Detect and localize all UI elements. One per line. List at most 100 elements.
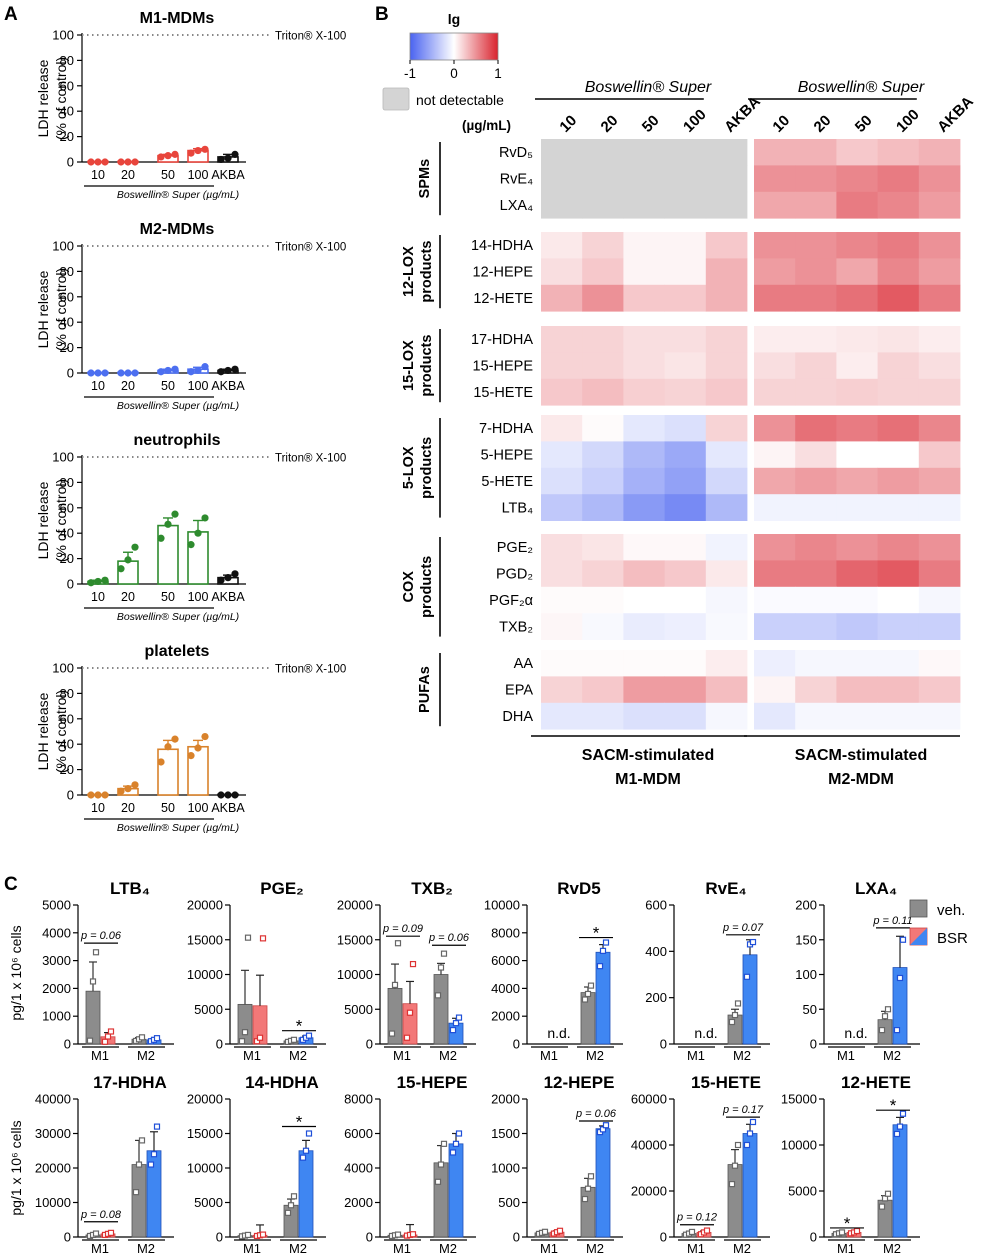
column-label: 10 xyxy=(556,112,580,136)
heatmap-cell xyxy=(877,613,920,640)
x-tick-label: M2 xyxy=(586,1241,604,1254)
x-tick-label: AKBA xyxy=(211,168,245,182)
heatmap-cell xyxy=(582,467,624,495)
y-axis-label: pg/1 x 10⁶ cells xyxy=(8,925,24,1020)
treatment-label: Boswellin® Super xyxy=(798,79,925,96)
heatmap-cell xyxy=(664,326,707,353)
heatmap-cell xyxy=(705,613,748,640)
y-tick-label: 20 xyxy=(60,762,74,777)
y-tick-label: 0 xyxy=(67,366,74,381)
y-tick-label: 100 xyxy=(52,450,74,465)
veh-point xyxy=(731,1162,739,1169)
bar xyxy=(157,524,179,585)
heatmap-cell xyxy=(705,534,748,561)
bsr-bar xyxy=(892,1124,908,1238)
data-point xyxy=(194,529,202,537)
heatmap-cell xyxy=(754,494,796,521)
data-point xyxy=(157,368,165,376)
data-point xyxy=(171,150,179,158)
heatmap-cell xyxy=(918,284,961,312)
x-tick-label: M1 xyxy=(540,1048,558,1063)
bsr-point xyxy=(749,1118,757,1126)
heatmap-cell xyxy=(664,352,707,380)
colorbar: lg -1 0 1 xyxy=(404,11,502,81)
data-point xyxy=(101,576,109,584)
veh-point xyxy=(878,1203,886,1210)
y-tick-label: 10000 xyxy=(187,967,223,982)
data-point xyxy=(87,158,95,166)
veh-point xyxy=(244,1231,252,1239)
y-tick-label: 40 xyxy=(60,104,74,119)
y-tick-label: 0 xyxy=(216,1037,223,1052)
heatmap-cell xyxy=(541,702,583,730)
data-point xyxy=(187,541,195,549)
y-tick-label: 80 xyxy=(60,686,74,701)
heatmap-cell xyxy=(836,534,878,561)
bsr-point xyxy=(256,1034,264,1041)
heatmap-cell xyxy=(918,441,961,469)
y-tick-label: 0 xyxy=(64,1037,71,1052)
heatmap-cell xyxy=(877,494,920,521)
veh-point xyxy=(584,1185,592,1192)
y-tick-label: 15000 xyxy=(187,932,223,947)
y-tick-label: 5000 xyxy=(788,1184,817,1199)
y-axis-label: (% of control) xyxy=(53,690,69,773)
heatmap-cell xyxy=(918,467,961,495)
group-label: 5-LOX xyxy=(401,446,417,489)
heatmap-cell xyxy=(623,191,665,219)
heatmap-cell xyxy=(541,467,583,495)
veh-point xyxy=(284,1209,292,1216)
bsr-point xyxy=(153,1123,161,1130)
y-tick-label: 60 xyxy=(60,711,74,726)
veh-bar xyxy=(433,974,449,1045)
heatmap-cell xyxy=(877,534,920,561)
data-point xyxy=(157,534,165,542)
heatmap-cell xyxy=(918,534,961,561)
veh-point xyxy=(391,981,399,989)
group-label: 12-LOX xyxy=(401,246,417,297)
veh-point xyxy=(437,1161,445,1168)
y-tick-label: 15000 xyxy=(781,1092,817,1107)
data-point xyxy=(87,369,95,377)
heatmap-cell xyxy=(623,650,665,677)
row-label: DHA xyxy=(502,709,533,725)
bsr-point xyxy=(893,1130,901,1138)
heatmap-cell xyxy=(795,258,837,286)
y-tick-label: 40 xyxy=(60,315,74,330)
y-tick-label: 20000 xyxy=(187,898,223,913)
heatmap-cell xyxy=(664,191,707,219)
heatmap-cell xyxy=(541,284,583,312)
veh-point xyxy=(238,1038,246,1045)
heatmap-cell xyxy=(705,326,748,353)
data-point xyxy=(217,155,225,164)
heatmap-cell xyxy=(918,494,961,521)
y-tick-label: 60000 xyxy=(631,1092,667,1107)
y-tick-label: 0 xyxy=(64,1230,71,1245)
y-tick-label: 20000 xyxy=(187,1092,223,1107)
veh-bar xyxy=(727,1164,743,1238)
heatmap-cell xyxy=(664,139,707,166)
heatmap-cell xyxy=(705,441,748,469)
x-tick-label: 20 xyxy=(121,379,135,393)
group-label: products xyxy=(419,335,435,397)
heatmap-matrix-1: Boswellin® Super 10 20 50 100 AKBA SACM-stimul… xyxy=(744,79,977,788)
heatmap-cell xyxy=(623,232,665,259)
data-point xyxy=(94,791,102,799)
veh-point xyxy=(138,1137,146,1144)
mediator-chart-1: PGE₂ 0 5000 10000 15000 20000 M1 M2 * xyxy=(187,879,326,1063)
bsr-point xyxy=(602,1122,610,1129)
heatmap-cell xyxy=(754,352,796,380)
y-tick-label: 0 xyxy=(216,1230,223,1245)
y-tick-label: 6000 xyxy=(344,1126,373,1141)
heatmap-cell xyxy=(877,139,920,166)
y-tick-label: 0 xyxy=(67,155,74,170)
heatmap-cell xyxy=(664,494,707,521)
heatmap-cell xyxy=(877,378,920,406)
heatmap-cell xyxy=(541,191,583,219)
bsr-point xyxy=(107,1229,115,1236)
y-tick-label: 20000 xyxy=(35,1161,71,1176)
heatmap-cell xyxy=(836,613,878,640)
reference-line-label: Triton® X-100 xyxy=(275,664,346,676)
data-point xyxy=(187,752,195,760)
mediator-chart-title: LXA₄ xyxy=(855,879,897,898)
